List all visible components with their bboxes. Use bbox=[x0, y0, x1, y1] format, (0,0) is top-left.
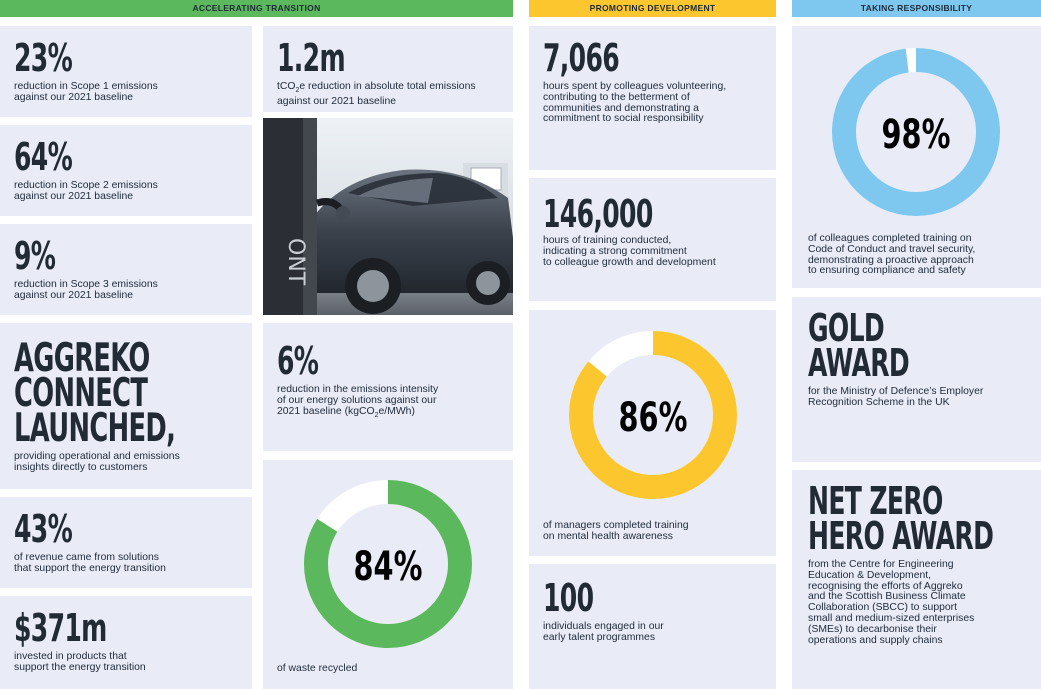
header-promoting-development: PROMOTING DEVELOPMENT bbox=[529, 0, 776, 17]
stat-description: invested in products that support the en… bbox=[14, 651, 146, 673]
stat-description: for the Ministry of Defence’s Employer R… bbox=[808, 386, 984, 408]
stat-value: 64% bbox=[14, 135, 73, 179]
stat-description: individuals engaged in our early talent … bbox=[543, 621, 664, 643]
stat-value: NET ZERO HERO AWARD bbox=[808, 479, 994, 558]
stat-card-waste: 84% of waste recycled bbox=[263, 460, 513, 689]
stat-value: 23% bbox=[14, 36, 73, 80]
stat-value: 100 bbox=[543, 576, 594, 620]
stat-value: 1.2m bbox=[277, 36, 346, 80]
conduct-donut-chart: 98% bbox=[832, 48, 1000, 216]
stat-description: of revenue came from solutions that supp… bbox=[14, 552, 166, 574]
mental-health-percent-label: 86% bbox=[619, 395, 688, 441]
stat-value: 146,000 bbox=[543, 192, 653, 236]
stat-card-scope3: 9% reduction in Scope 3 emissions agains… bbox=[0, 224, 252, 315]
stat-description: tCO2e reduction in absolute total emissi… bbox=[277, 81, 476, 107]
stat-card-scope1: 23% reduction in Scope 1 emissions again… bbox=[0, 26, 252, 117]
stat-description: reduction in Scope 2 emissions against o… bbox=[14, 180, 158, 202]
stat-description: reduction in Scope 1 emissions against o… bbox=[14, 81, 158, 103]
stat-description: of waste recycled bbox=[277, 663, 358, 674]
stat-description: from the Centre for Engineering Educatio… bbox=[808, 559, 975, 646]
stat-card-tco2e: 1.2m tCO2e reduction in absolute total e… bbox=[263, 26, 513, 112]
stat-card-scope2: 64% reduction in Scope 2 emissions again… bbox=[0, 125, 252, 216]
stat-value: 6% bbox=[277, 339, 319, 383]
waste-donut-chart: 84% bbox=[304, 480, 472, 648]
stat-card-gold-award: GOLD AWARD for the Ministry of Defence’s… bbox=[792, 297, 1041, 462]
stat-value: 9% bbox=[14, 234, 56, 278]
mental-health-donut-chart: 86% bbox=[569, 331, 737, 499]
stat-description: reduction in Scope 3 emissions against o… bbox=[14, 279, 158, 301]
stat-card-early-talent: 100 individuals engaged in our early tal… bbox=[529, 564, 776, 689]
mental-health-donut-arc bbox=[569, 331, 737, 499]
waste-donut-arc bbox=[304, 480, 472, 648]
stat-description: of colleagues completed training on Code… bbox=[808, 233, 976, 277]
stat-card-mental-health: 86% of managers completed training on me… bbox=[529, 310, 776, 556]
charger-text: ONT bbox=[283, 238, 308, 286]
ev-charging-image: ONT bbox=[263, 118, 513, 315]
stat-description: reduction in the emissions intensity of … bbox=[277, 384, 439, 419]
stat-value: GOLD AWARD bbox=[808, 306, 910, 385]
stat-description: hours of training conducted, indicating … bbox=[543, 235, 716, 268]
stat-card-code-of-conduct: 98% of colleagues completed training on … bbox=[792, 26, 1041, 288]
stat-card-aggreko-connect: AGGREKO CONNECT LAUNCHED, providing oper… bbox=[0, 323, 252, 489]
stat-description: of managers completed training on mental… bbox=[543, 520, 689, 542]
stat-card-invested: $371m invested in products that support … bbox=[0, 596, 252, 689]
stat-value: AGGREKO CONNECT LAUNCHED, bbox=[14, 336, 176, 451]
stat-card-revenue: 43% of revenue came from solutions that … bbox=[0, 497, 252, 588]
stat-description: providing operational and emissions insi… bbox=[14, 451, 180, 473]
conduct-percent-label: 98% bbox=[882, 112, 951, 158]
stat-value: 7,066 bbox=[543, 36, 620, 80]
stat-value: $371m bbox=[14, 606, 107, 650]
waste-percent-label: 84% bbox=[354, 544, 423, 590]
stat-card-training-hours: 146,000 hours of training conducted, ind… bbox=[529, 178, 776, 301]
photo-ev-charging: ONT bbox=[263, 118, 513, 315]
header-taking-responsibility: TAKING RESPONSIBILITY bbox=[792, 0, 1041, 17]
header-accelerating-transition: ACCELERATING TRANSITION bbox=[0, 0, 513, 17]
stat-card-intensity: 6% reduction in the emissions intensity … bbox=[263, 323, 513, 451]
stat-card-net-zero-hero: NET ZERO HERO AWARD from the Centre for … bbox=[792, 470, 1041, 689]
stat-card-volunteering: 7,066 hours spent by colleagues voluntee… bbox=[529, 26, 776, 170]
stat-description: hours spent by colleagues volunteering, … bbox=[543, 81, 727, 125]
stat-value: 43% bbox=[14, 507, 73, 551]
conduct-donut-arc bbox=[832, 48, 1000, 216]
